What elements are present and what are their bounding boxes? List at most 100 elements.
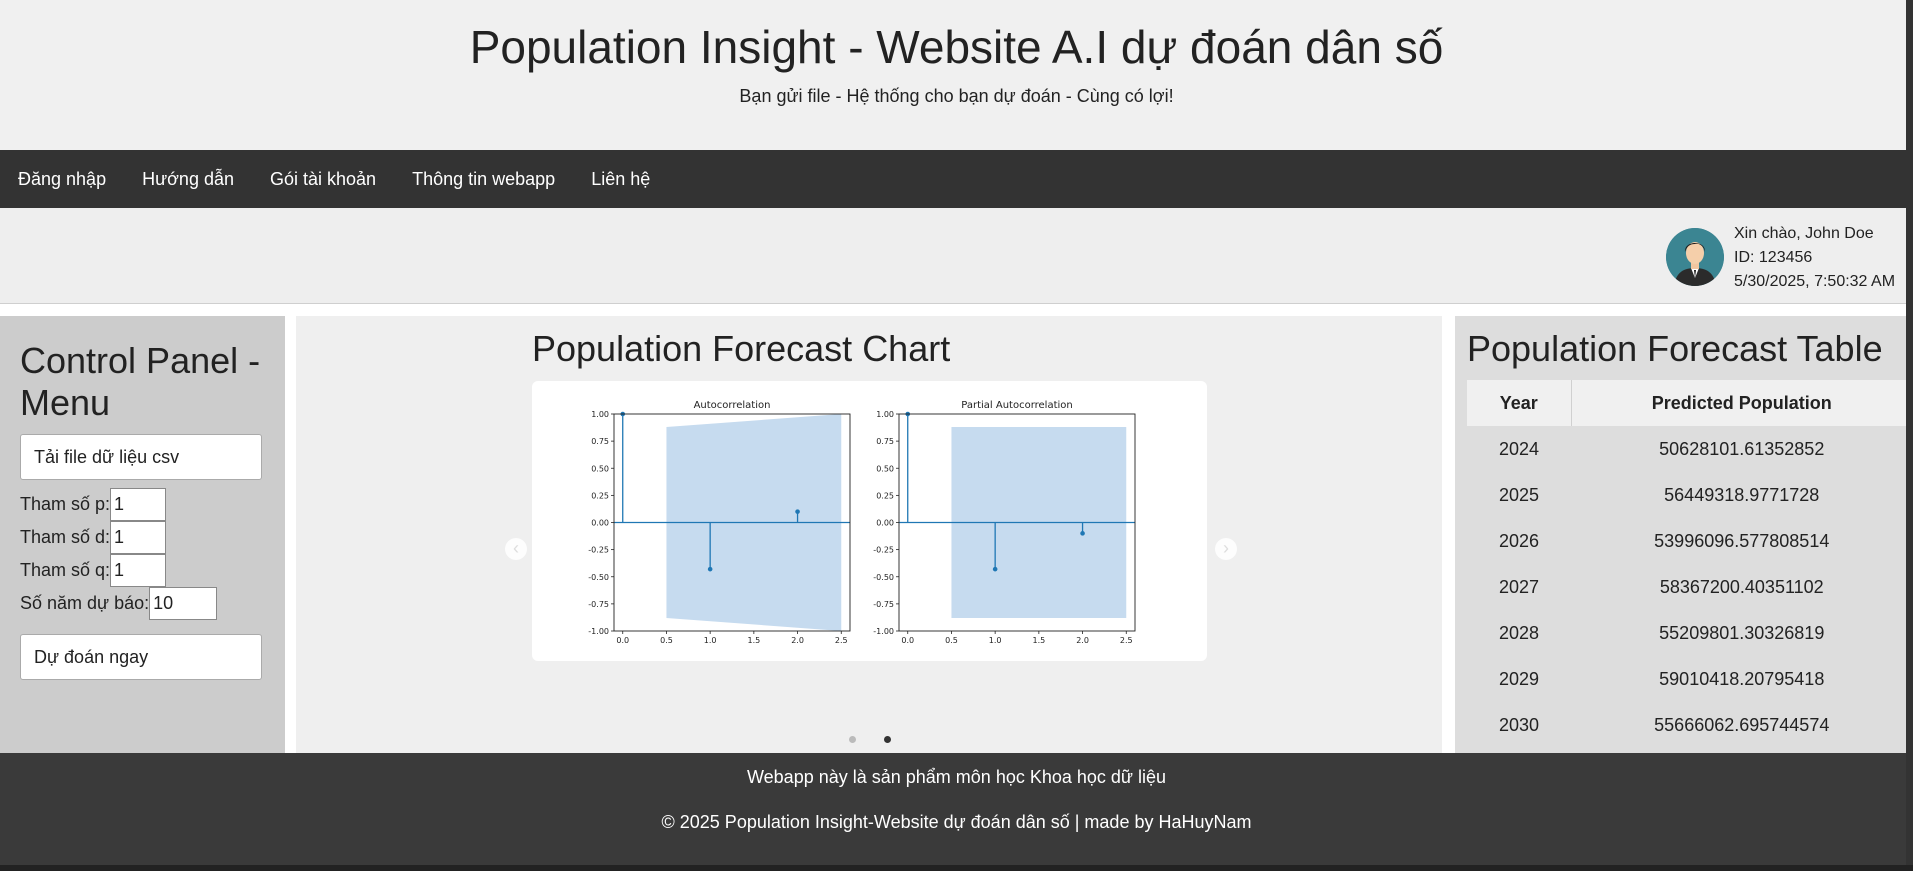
chevron-left-icon: ‹ xyxy=(513,538,519,558)
column-header-year: Year xyxy=(1467,380,1572,426)
x-tick-label: 2.0 xyxy=(1076,636,1089,645)
cell-population: 59010418.20795418 xyxy=(1659,668,1825,689)
cell-population: 58367200.40351102 xyxy=(1659,576,1824,597)
table-row: 2028 55209801.30326819 xyxy=(1467,610,1913,656)
forecast-table: Year Predicted Population 2024 50628101.6… xyxy=(1467,380,1913,748)
params-form: Tham số p: Tham số d: Tham số q: Số năm … xyxy=(20,488,265,620)
x-tick-label: 0.5 xyxy=(660,636,673,645)
param-p-row: Tham số p: xyxy=(20,488,265,521)
page-footer: Webapp này là sản phẩm môn học Khoa học … xyxy=(0,753,1913,865)
x-tick-label: 0.0 xyxy=(616,636,629,645)
user-greeting: Xin chào, John Doe xyxy=(1734,225,1874,242)
stem-marker xyxy=(1080,531,1085,536)
footer-copyright: © 2025 Population Insight-Website dự đoá… xyxy=(661,812,1252,832)
cell-year: 2026 xyxy=(1498,530,1540,551)
y-tick-label: 0.25 xyxy=(591,491,609,500)
cell-year: 2029 xyxy=(1498,668,1540,689)
table-row: 2026 53996096.577808514 xyxy=(1467,518,1913,564)
param-d-row: Tham số d: xyxy=(20,521,265,554)
forecast-years-input[interactable] xyxy=(149,587,218,620)
y-tick-label: -1.00 xyxy=(873,627,894,636)
nav-login[interactable]: Đăng nhập xyxy=(18,168,107,189)
y-tick-label: 0.00 xyxy=(591,519,609,528)
table-section-title: Population Forecast Table xyxy=(1467,328,1883,369)
page-title: Population Insight - Website A.I dự đoán… xyxy=(469,21,1444,73)
nav-guide[interactable]: Hướng dẫn xyxy=(142,168,234,189)
param-q-label: Tham số q: xyxy=(20,560,111,580)
carousel-next-button[interactable]: › xyxy=(1215,538,1237,560)
carousel-slide: 0.0 0.5 1.0 1.5 2.0 2.5 1.00 0.75 0.50 0.25 0.00 -0… xyxy=(532,381,1207,661)
y-tick-label: -0.50 xyxy=(873,573,894,582)
y-tick-label: 0.00 xyxy=(876,519,894,528)
control-panel: Control Panel - Menu Tải file dữ liệu cs… xyxy=(0,316,285,753)
carousel-dot-1[interactable] xyxy=(849,736,856,743)
forecast-years-label: Số năm dự báo: xyxy=(20,593,150,613)
chart-section: Population Forecast Chart ‹ 0.0 0.5 1.0 1.5… xyxy=(296,316,1442,753)
table-row: 2029 59010418.20795418 xyxy=(1467,656,1913,702)
nav-webapp-info[interactable]: Thông tin webapp xyxy=(412,168,556,189)
param-d-label: Tham số d: xyxy=(20,527,111,547)
carousel-indicators xyxy=(849,736,891,743)
cell-year: 2030 xyxy=(1498,714,1540,735)
upload-csv-button[interactable]: Tải file dữ liệu csv xyxy=(20,434,262,480)
y-tick-label: -1.00 xyxy=(588,627,609,636)
cell-population: 53996096.577808514 xyxy=(1654,530,1830,551)
predict-button[interactable]: Dự đoán ngay xyxy=(20,634,262,680)
y-tick-label: -0.75 xyxy=(873,600,894,609)
chart-section-title: Population Forecast Chart xyxy=(532,328,951,369)
nav-account-plans[interactable]: Gói tài khoản xyxy=(270,168,377,189)
carousel-dot-2[interactable] xyxy=(884,736,891,743)
page-subtitle: Bạn gửi file - Hệ thống cho bạn dự đoán … xyxy=(739,86,1174,106)
cell-year: 2025 xyxy=(1498,484,1540,505)
user-id: ID: 123456 xyxy=(1734,249,1813,266)
cell-population: 56449318.9771728 xyxy=(1664,484,1820,505)
param-q-row: Tham số q: xyxy=(20,554,265,587)
table-row: 2030 55666062.695744574 xyxy=(1467,702,1913,748)
cell-year: 2024 xyxy=(1498,438,1540,459)
table-header-row: Year Predicted Population xyxy=(1467,380,1913,426)
y-tick-label: -0.50 xyxy=(588,573,609,582)
y-tick-label: -0.25 xyxy=(873,546,894,555)
stem-marker xyxy=(992,566,998,572)
plot-title: Autocorrelation xyxy=(694,400,771,411)
param-p-input[interactable] xyxy=(110,488,167,521)
y-tick-label: 1.00 xyxy=(591,410,609,419)
user-avatar-icon xyxy=(1666,228,1724,286)
stem-marker xyxy=(795,509,800,514)
stem-marker xyxy=(707,566,713,572)
page-scrollbar[interactable] xyxy=(1906,0,1913,865)
y-tick-label: 0.75 xyxy=(591,437,609,446)
x-tick-label: 0.0 xyxy=(901,636,914,645)
y-tick-label: 0.50 xyxy=(591,464,609,473)
x-tick-label: 2.0 xyxy=(791,636,804,645)
y-tick-label: 1.00 xyxy=(876,410,894,419)
table-row: 2024 50628101.61352852 xyxy=(1467,426,1913,472)
table-section: Population Forecast Table Year Predicted… xyxy=(1455,316,1913,753)
top-navigation: Đăng nhập Hướng dẫn Gói tài khoản Thông … xyxy=(0,150,1913,208)
x-tick-label: 1.0 xyxy=(704,636,717,645)
cell-year: 2027 xyxy=(1498,576,1540,597)
acf-pacf-figure: 0.0 0.5 1.0 1.5 2.0 2.5 1.00 0.75 0.50 0.25 0.00 -0… xyxy=(588,400,1136,645)
y-tick-label: -0.25 xyxy=(588,546,609,555)
cell-population: 50628101.61352852 xyxy=(1659,438,1825,459)
user-info: Xin chào, John Doe ID: 123456 5/30/2025,… xyxy=(1734,222,1895,294)
avatar[interactable] xyxy=(1666,228,1724,286)
chevron-right-icon: › xyxy=(1223,538,1229,558)
x-tick-label: 2.5 xyxy=(1120,636,1133,645)
y-tick-label: 0.25 xyxy=(876,491,894,500)
table-row: 2025 56449318.9771728 xyxy=(1467,472,1913,518)
user-bar: Xin chào, John Doe ID: 123456 5/30/2025,… xyxy=(0,208,1913,304)
carousel-prev-button[interactable]: ‹ xyxy=(505,538,527,560)
y-tick-label: 0.75 xyxy=(876,437,894,446)
nav-contact[interactable]: Liên hệ xyxy=(591,168,651,189)
param-p-label: Tham số p: xyxy=(20,494,111,514)
footer-course-note: Webapp này là sản phẩm môn học Khoa học … xyxy=(747,767,1166,787)
page-header: Population Insight - Website A.I dự đoán… xyxy=(0,0,1913,150)
param-d-input[interactable] xyxy=(110,521,167,554)
user-datetime: 5/30/2025, 7:50:32 AM xyxy=(1734,273,1896,290)
x-tick-label: 0.5 xyxy=(945,636,958,645)
x-tick-label: 1.0 xyxy=(989,636,1002,645)
cell-population: 55209801.30326819 xyxy=(1659,622,1825,643)
plot-title: Partial Autocorrelation xyxy=(961,400,1072,411)
param-q-input[interactable] xyxy=(110,554,167,587)
